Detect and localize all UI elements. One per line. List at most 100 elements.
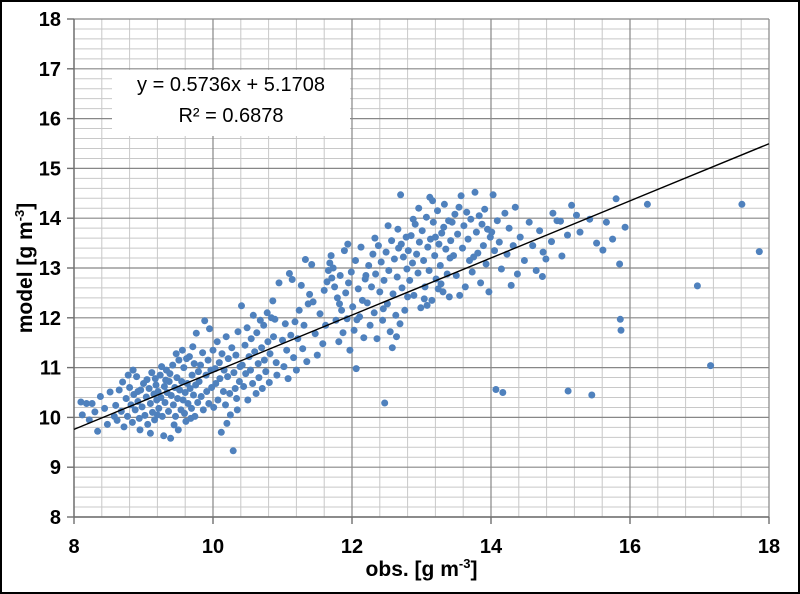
scatter-point <box>389 290 397 298</box>
scatter-point <box>222 333 230 341</box>
scatter-point <box>379 316 387 324</box>
scatter-point <box>472 228 480 236</box>
scatter-point <box>178 378 186 385</box>
scatter-point <box>539 248 547 256</box>
scatter-point <box>478 220 486 228</box>
scatter-point <box>397 240 405 248</box>
scatter-point <box>371 234 379 242</box>
scatter-point <box>525 218 533 226</box>
scatter-point <box>77 398 85 406</box>
scatter-point <box>160 432 168 440</box>
scatter-point <box>435 240 443 248</box>
x-tick-label: 14 <box>480 536 503 558</box>
y-tick-label: 12 <box>39 308 61 330</box>
scatter-point <box>352 257 359 264</box>
scatter-point <box>513 270 521 278</box>
scatter-point <box>213 338 221 346</box>
scatter-point <box>313 351 321 359</box>
scatter-point <box>738 200 746 208</box>
scatter-point <box>501 209 509 217</box>
scatter-point <box>197 393 205 400</box>
scatter-point <box>228 344 236 352</box>
scatter-point <box>471 188 479 196</box>
scatter-point <box>186 385 194 392</box>
scatter-point <box>326 259 334 267</box>
scatter-point <box>94 427 102 435</box>
scatter-point <box>409 215 417 223</box>
scatter-point <box>128 418 136 426</box>
scatter-point <box>242 370 250 378</box>
scatter-point <box>134 388 142 395</box>
scatter-point <box>290 354 298 362</box>
scatter-point <box>459 244 466 252</box>
scatter-point <box>133 373 141 381</box>
scatter-point <box>460 222 468 230</box>
scatter-point <box>388 344 396 352</box>
scatter-point <box>165 407 172 415</box>
scatter-point <box>126 384 134 391</box>
scatter-point <box>429 218 437 226</box>
scatter-point <box>516 233 524 241</box>
scatter-point <box>536 227 544 235</box>
scatter-point <box>368 283 375 291</box>
scatter-point <box>263 309 271 317</box>
scatter-point <box>178 346 186 354</box>
scatter-point <box>373 335 381 343</box>
r-squared-line: R² = 0.6878 <box>178 105 284 127</box>
scatter-point <box>420 295 428 303</box>
scatter-point <box>426 193 434 201</box>
scatter-point <box>336 272 344 279</box>
scatter-point <box>181 409 188 417</box>
scatter-point <box>393 333 400 341</box>
y-tick-label: 16 <box>39 109 61 131</box>
scatter-point <box>176 386 184 394</box>
scatter-point <box>183 355 191 363</box>
scatter-point <box>158 363 166 371</box>
scatter-point <box>161 399 169 406</box>
scatter-point <box>394 225 402 233</box>
scatter-point <box>564 387 572 395</box>
scatter-point <box>362 272 370 279</box>
scatter-point <box>169 401 177 409</box>
scatter-point <box>119 378 127 386</box>
scatter-point <box>188 371 196 379</box>
scatter-point <box>370 309 378 317</box>
scatter-point <box>272 359 280 367</box>
scatter-point <box>372 270 380 278</box>
scatter-point <box>151 375 159 383</box>
scatter-point <box>210 403 218 411</box>
scatter-point <box>135 414 143 422</box>
scatter-point <box>184 400 192 407</box>
scatter-point <box>360 334 368 342</box>
scatter-point <box>396 320 404 328</box>
scatter-point <box>260 356 268 364</box>
scatter-point <box>470 253 478 261</box>
scatter-point <box>112 401 120 409</box>
scatter-point <box>238 361 246 369</box>
scatter-point <box>390 255 398 263</box>
scatter-point <box>262 368 270 376</box>
scatter-point <box>179 396 187 404</box>
scatter-point <box>346 346 354 354</box>
scatter-point <box>232 351 240 359</box>
scatter-point <box>191 412 199 420</box>
scatter-point <box>549 209 557 217</box>
scatter-point <box>404 247 412 255</box>
scatter-point <box>195 378 203 385</box>
scatter-point <box>447 237 455 245</box>
scatter-point <box>333 294 341 302</box>
scatter-point <box>131 406 139 414</box>
scatter-point <box>292 366 300 374</box>
scatter-point <box>215 359 223 367</box>
scatter-point <box>194 368 202 376</box>
scatter-point <box>452 272 460 279</box>
scatter-point <box>463 208 471 216</box>
scatter-point <box>455 203 463 211</box>
scatter-point <box>445 293 453 301</box>
scatter-point <box>271 315 279 323</box>
scatter-point <box>229 447 237 455</box>
scatter-point <box>542 255 550 263</box>
scatter-point <box>511 203 519 211</box>
scatter-point <box>247 366 254 374</box>
